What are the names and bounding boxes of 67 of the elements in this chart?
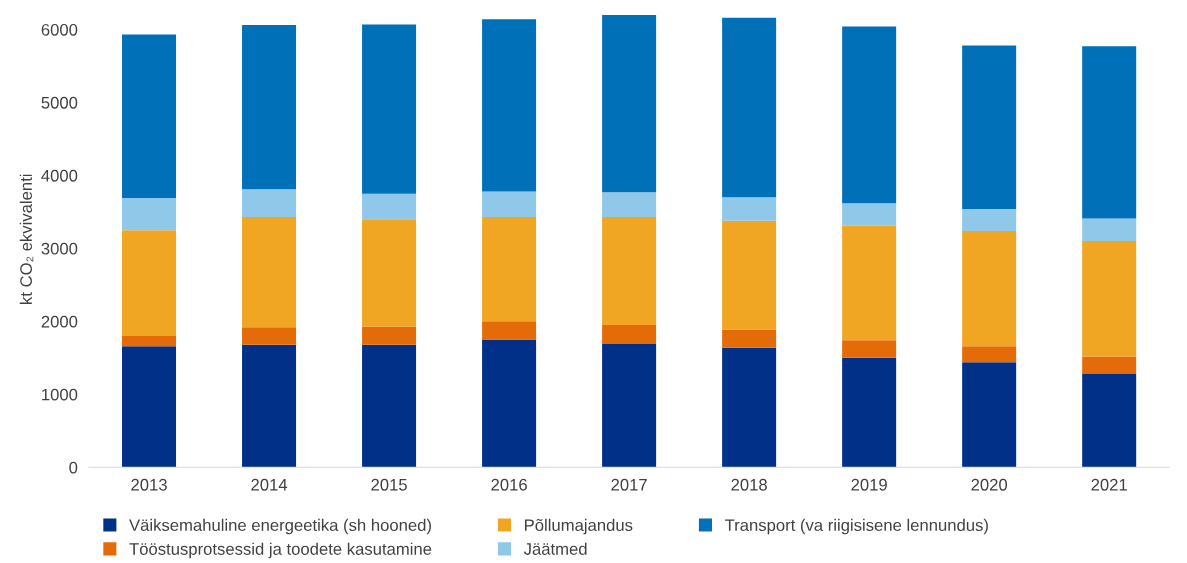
bar — [242, 327, 297, 345]
bar — [602, 192, 657, 218]
bar — [962, 362, 1017, 468]
y-tick-label: 5000 — [41, 96, 78, 109]
bar — [962, 45, 1017, 209]
bar — [482, 339, 537, 468]
bar — [242, 217, 297, 328]
y-tick-label: 2000 — [41, 315, 78, 328]
bar — [602, 217, 657, 326]
bar — [722, 347, 777, 468]
bar — [242, 344, 297, 468]
bar — [842, 26, 897, 204]
bar — [362, 193, 417, 220]
bar — [1082, 373, 1137, 468]
x-tick-label: 2013 — [131, 478, 167, 491]
bar — [482, 217, 537, 322]
bar — [122, 335, 177, 347]
bar — [362, 344, 417, 468]
legend-label: Põllumajandus — [525, 518, 633, 535]
bar — [242, 189, 297, 218]
bar — [362, 219, 417, 327]
bar — [962, 208, 1017, 231]
bar — [1082, 46, 1137, 219]
bar — [842, 357, 897, 468]
legend-label: Transport (va riigisisene lennundus) — [725, 518, 988, 535]
bar — [122, 198, 177, 231]
bar — [602, 14, 657, 193]
bar — [722, 220, 777, 330]
legend-label: Jäätmed — [523, 542, 587, 555]
y-tick-label: 0 — [69, 461, 78, 474]
bar — [1082, 356, 1137, 374]
bar — [482, 19, 537, 192]
bar — [362, 24, 417, 194]
bar — [1082, 241, 1137, 357]
bar — [842, 203, 897, 226]
x-tick-label: 2018 — [731, 478, 767, 491]
y-tick-label: 4000 — [41, 169, 78, 182]
legend-label: Väiksemahuline energeetika (sh hooned) — [129, 518, 431, 535]
bar — [722, 17, 777, 198]
bar — [602, 343, 657, 468]
bar — [962, 230, 1017, 347]
y-axis-title: kt CO₂ ekvivalenti — [19, 174, 34, 304]
y-tick-label: 6000 — [41, 23, 78, 36]
bar — [362, 326, 417, 345]
x-tick-label: 2020 — [971, 478, 1008, 491]
bar — [962, 346, 1017, 363]
x-tick-label: 2019 — [851, 478, 887, 491]
bar — [122, 346, 177, 468]
x-tick-label: 2017 — [611, 478, 647, 491]
x-tick-label: 2016 — [491, 478, 527, 491]
bar — [842, 340, 897, 358]
bar — [722, 197, 777, 221]
bar — [1082, 218, 1137, 242]
legend-label: Tööstusprotsessid ja toodete kasutamine — [129, 542, 432, 559]
x-tick-label: 2014 — [251, 478, 288, 491]
bar — [242, 25, 297, 190]
x-tick-label: 2015 — [371, 478, 407, 491]
y-tick-label: 3000 — [41, 242, 78, 255]
y-tick-label: 1000 — [42, 388, 78, 401]
bar — [122, 34, 177, 199]
bar — [122, 230, 177, 336]
bar — [842, 225, 897, 341]
bar — [602, 325, 657, 344]
bar — [482, 321, 537, 340]
bar — [482, 191, 537, 218]
x-tick-label: 2021 — [1091, 478, 1127, 491]
bar — [722, 329, 777, 348]
